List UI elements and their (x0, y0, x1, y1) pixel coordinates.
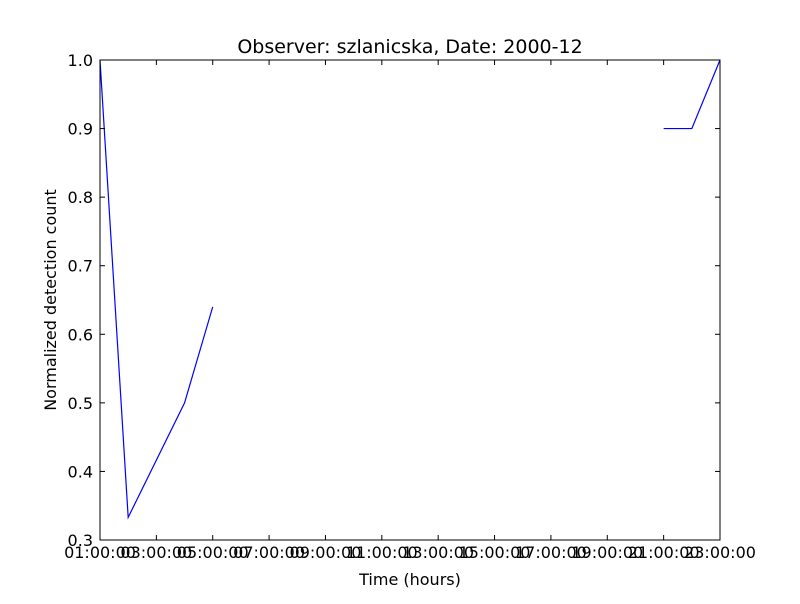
y-tick-label: 0.9 (68, 120, 93, 139)
x-tick-label: 07:00:00 (233, 543, 305, 562)
plot-frame (99, 59, 721, 541)
y-tick-label: 0.4 (68, 462, 93, 481)
x-tick-label: 03:00:00 (120, 543, 192, 562)
plot-background (100, 60, 720, 540)
x-tick-label: 01:00:00 (64, 543, 136, 562)
x-axis-label: Time (hours) (358, 570, 461, 589)
y-tick-label: 0.8 (68, 188, 93, 207)
ticks-layer: 01:00:0003:00:0005:00:0007:00:0009:00:00… (64, 51, 756, 562)
x-tick-label: 17:00:00 (515, 543, 587, 562)
y-axis-label: Normalized detection count (41, 189, 60, 411)
x-tick-label: 05:00:00 (177, 543, 249, 562)
x-tick-label: 21:00:00 (628, 543, 700, 562)
chart-title: Observer: szlanicska, Date: 2000-12 (237, 36, 582, 58)
x-tick-label: 09:00:00 (290, 543, 362, 562)
x-tick-label: 19:00:00 (571, 543, 643, 562)
x-tick-label: 15:00:00 (459, 543, 531, 562)
y-tick-label: 1.0 (68, 51, 93, 70)
x-tick-label: 13:00:00 (402, 543, 474, 562)
series-line-segment (99, 59, 214, 520)
y-tick-label: 0.6 (68, 325, 93, 344)
y-tick-label: 0.7 (68, 257, 93, 276)
x-tick-label: 11:00:00 (346, 543, 418, 562)
y-tick-label: 0.3 (68, 531, 93, 550)
series-line-segment (663, 59, 721, 130)
x-tick-label: 23:00:00 (684, 543, 756, 562)
y-tick-label: 0.5 (68, 394, 93, 413)
lines-layer (99, 59, 721, 520)
